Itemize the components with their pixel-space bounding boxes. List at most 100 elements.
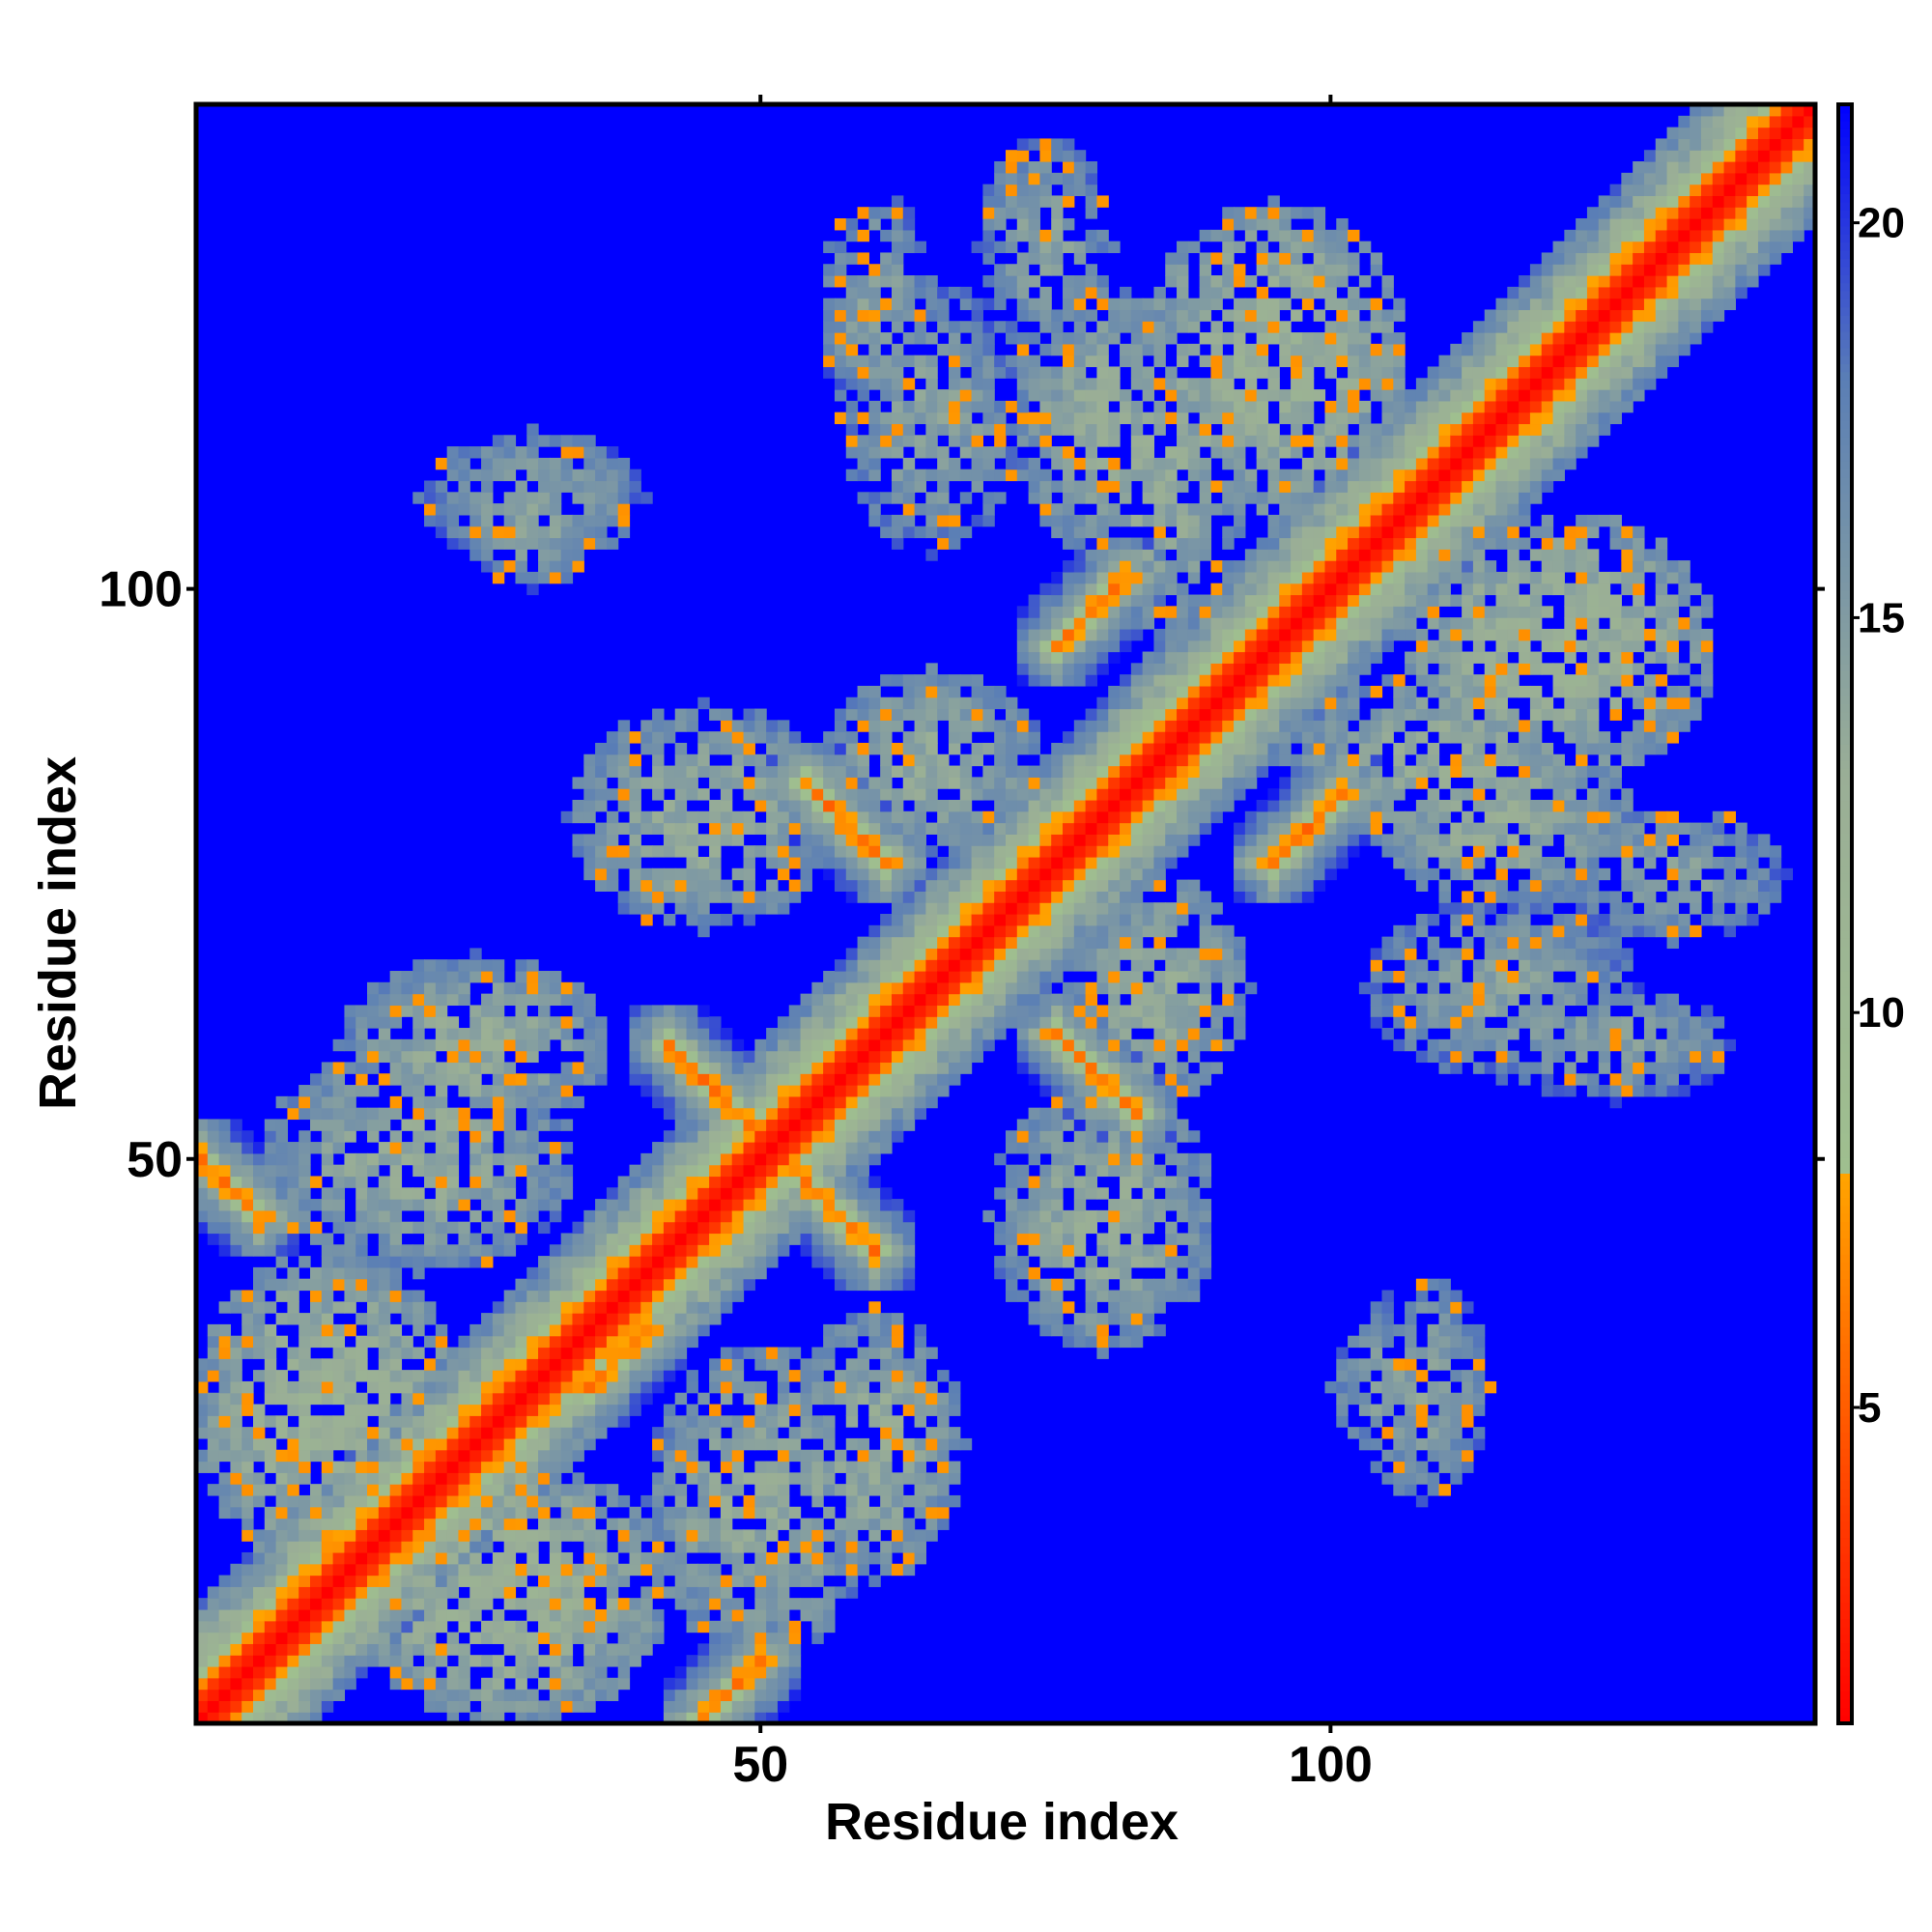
heatmap-cell (834, 1095, 847, 1109)
heatmap-cell (230, 1700, 242, 1713)
heatmap-cell (686, 1335, 698, 1349)
heatmap-cell (367, 1152, 380, 1166)
heatmap-cell (321, 1107, 334, 1121)
heatmap-cell (1039, 1164, 1052, 1178)
heatmap-cell (321, 1655, 334, 1667)
heatmap-cell (754, 1529, 767, 1542)
heatmap-cell (446, 503, 460, 516)
heatmap-cell (982, 514, 995, 527)
heatmap-cell (674, 1209, 688, 1223)
heatmap-cell (617, 1404, 631, 1416)
heatmap-cell (1039, 948, 1052, 960)
heatmap-cell (560, 1404, 574, 1416)
heatmap-cell (891, 720, 904, 732)
heatmap-cell (492, 1233, 505, 1245)
heatmap-cell (652, 1266, 665, 1280)
heatmap-cell (902, 1050, 916, 1064)
heatmap-cell (481, 1620, 494, 1634)
heatmap-cell (560, 1176, 574, 1188)
heatmap-cell (914, 275, 926, 288)
heatmap-cell (492, 469, 505, 482)
heatmap-cell (1096, 1164, 1109, 1178)
heatmap-cell (492, 1437, 505, 1451)
heatmap-cell (994, 845, 1007, 858)
heatmap-cell (880, 834, 893, 846)
heatmap-cell (823, 332, 836, 345)
heatmap-cell (788, 1062, 802, 1074)
heatmap-cell (652, 1449, 665, 1463)
heatmap-cell (1006, 867, 1018, 881)
heatmap-cell (891, 1085, 904, 1097)
heatmap-cell (355, 1551, 368, 1565)
heatmap-cell (914, 286, 926, 299)
heatmap-cell (1063, 753, 1075, 767)
heatmap-cell (515, 1130, 527, 1143)
heatmap-cell (914, 1085, 926, 1097)
heatmap-cell (583, 1038, 596, 1052)
heatmap-cell (242, 1323, 254, 1337)
heatmap-cell (674, 845, 688, 858)
heatmap-cell (982, 810, 995, 824)
heatmap-cell (207, 1176, 220, 1188)
heatmap-cell (857, 469, 869, 482)
heatmap-cell (663, 1301, 676, 1314)
heatmap-cell (446, 1347, 460, 1359)
heatmap-cell (1073, 1005, 1087, 1017)
heatmap-cell (686, 1028, 698, 1040)
heatmap-cell (617, 1575, 631, 1587)
heatmap-cell (823, 1380, 836, 1394)
heatmap-cell (298, 1541, 311, 1553)
heatmap-cell (424, 1380, 437, 1394)
heatmap-cell (845, 469, 859, 482)
heatmap-cell (1063, 1095, 1075, 1109)
heatmap-cell (617, 1199, 631, 1211)
heatmap-cell (811, 1620, 824, 1634)
heatmap-cell (549, 492, 562, 504)
heatmap-cell (845, 366, 859, 379)
heatmap-cell (1085, 1050, 1098, 1064)
heatmap-cell (914, 1404, 926, 1416)
heatmap-cell (1028, 1050, 1041, 1064)
heatmap-cell (515, 1370, 527, 1382)
heatmap-cell (526, 1461, 539, 1473)
heatmap-cell (766, 1142, 779, 1154)
heatmap-cell (629, 822, 641, 835)
heatmap-cell (731, 1608, 745, 1622)
heatmap-cell (1051, 526, 1064, 539)
heatmap-cell (868, 412, 881, 425)
heatmap-cell (891, 537, 904, 550)
heatmap-cell (766, 856, 779, 869)
heatmap-cell (1073, 651, 1087, 664)
heatmap-cell (777, 1575, 790, 1587)
heatmap-cell (982, 241, 995, 254)
heatmap-cell (367, 1551, 380, 1565)
heatmap-cell (914, 1415, 926, 1428)
heatmap-cell (1016, 788, 1030, 801)
heatmap-cell (355, 1415, 368, 1428)
heatmap-cell (1051, 834, 1064, 846)
heatmap-cell (731, 1152, 745, 1166)
heatmap-cell (766, 1038, 779, 1052)
heatmap-cell (458, 1461, 470, 1473)
heatmap-cell (275, 1095, 289, 1109)
heatmap-cell (207, 1643, 220, 1656)
heatmap-cell (595, 1358, 608, 1371)
heatmap-cell (834, 788, 847, 801)
heatmap-cell (629, 1313, 641, 1325)
heatmap-cell (492, 1005, 505, 1017)
heatmap-cell (1085, 651, 1098, 664)
heatmap-cell (446, 1164, 460, 1178)
heatmap-cell (401, 1643, 413, 1656)
heatmap-cell (458, 1415, 470, 1428)
heatmap-cell (1051, 172, 1064, 185)
heatmap-cell (891, 241, 904, 254)
heatmap-cell (469, 1095, 482, 1109)
heatmap-cell (754, 720, 767, 732)
heatmap-cell (777, 1392, 790, 1406)
heatmap-cell (572, 1233, 584, 1245)
heatmap-cell (606, 1187, 619, 1200)
heatmap-cell (412, 1323, 425, 1337)
heatmap-cell (1006, 286, 1018, 299)
heatmap-cell (823, 321, 836, 333)
heatmap-cell (914, 1358, 926, 1371)
